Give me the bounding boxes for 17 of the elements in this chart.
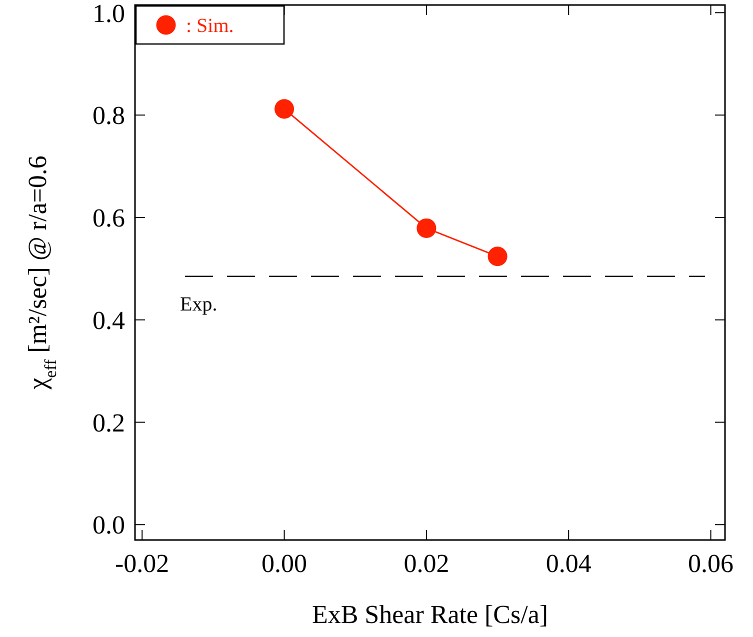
x-axis-title: ExB Shear Rate [Cs/a]: [312, 600, 548, 629]
x-tick-label: 0.02: [404, 549, 450, 578]
point: [416, 218, 436, 238]
x-tick-label: 0.00: [262, 549, 308, 578]
y-tick-label: 0.2: [92, 408, 125, 438]
y-tick-label: 0.8: [92, 101, 125, 130]
x-tick-label: 0.06: [688, 549, 734, 578]
y-tick-label: 0.6: [92, 204, 125, 233]
x-tick-label: -0.02: [115, 549, 170, 578]
point: [488, 246, 508, 266]
y-tick-label: 1.0: [92, 0, 125, 28]
point: [274, 99, 294, 119]
y-tick-label: 0.0: [92, 510, 125, 540]
legend-label: : Sim.: [186, 15, 234, 37]
x-tick-label: 0.04: [546, 549, 592, 578]
y-tick-label: 0.4: [92, 306, 125, 335]
ref-line-label: Exp.: [180, 293, 218, 316]
